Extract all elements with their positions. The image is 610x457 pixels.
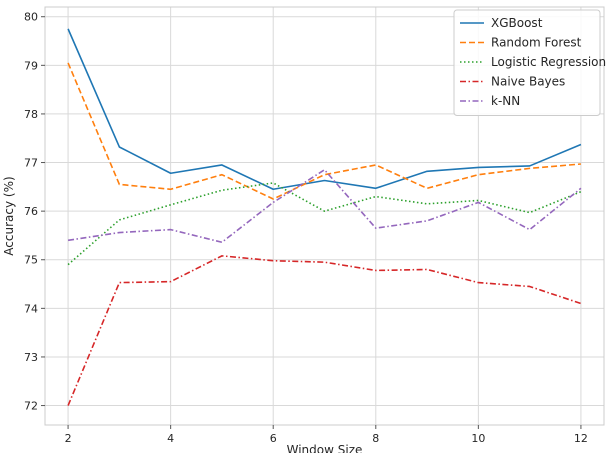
legend-label: XGBoost (491, 16, 543, 30)
x-tick-label: 10 (471, 432, 485, 445)
series-line-random-forest (67, 62, 581, 200)
y-tick-label: 72 (24, 400, 38, 413)
y-tick-label: 75 (24, 254, 38, 267)
x-tick-label: 6 (270, 432, 277, 445)
series-line-logistic-regression (67, 182, 582, 266)
legend-box (453, 9, 601, 116)
x-tick-label: 2 (65, 432, 72, 445)
legend-label: k-NN (491, 94, 520, 108)
series-lines (67, 28, 582, 406)
series-line-naive-bayes (67, 255, 582, 406)
x-tick-label: 12 (574, 432, 588, 445)
y-tick-label: 76 (24, 205, 38, 218)
y-tick-label: 80 (24, 11, 38, 24)
legend-label: Logistic Regression (491, 55, 606, 69)
plot-frame (44, 6, 605, 426)
x-axis-label: Window Size (287, 443, 363, 453)
x-tick-label: 8 (372, 432, 379, 445)
x-tick-label: 4 (167, 432, 174, 445)
legend: XGBoost Random Forest Logistic Regression N… (453, 9, 606, 116)
legend-label: Naive Bayes (491, 75, 565, 89)
y-tick-label: 73 (24, 351, 38, 364)
series-line-xgboost (67, 28, 582, 191)
y-tick-label: 78 (24, 108, 38, 121)
y-tick-label: 77 (24, 157, 38, 170)
x-tick-labels: 2 4 6 8 10 12 (65, 425, 588, 445)
y-tick-label: 74 (24, 302, 38, 315)
y-tick-label: 79 (24, 59, 38, 72)
y-axis-label: Accuracy (%) (2, 176, 16, 255)
legend-label: Random Forest (491, 36, 582, 50)
y-tick-labels: 72 73 74 75 76 77 78 79 80 (24, 11, 45, 413)
